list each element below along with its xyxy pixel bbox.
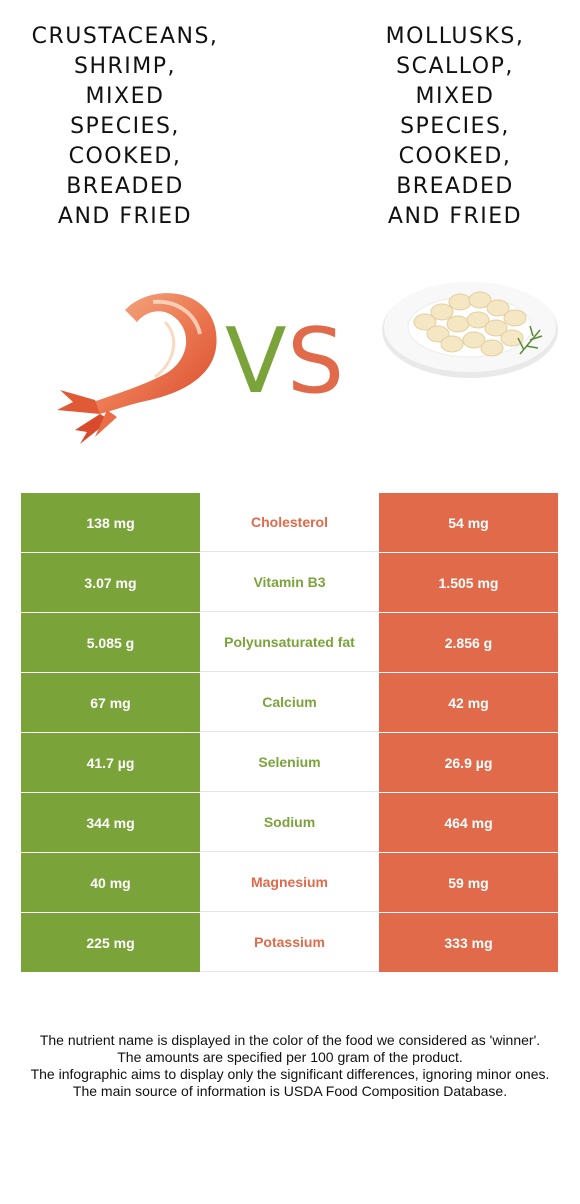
- title-line: Crustaceans,: [31, 24, 219, 49]
- title-line: mixed: [85, 84, 165, 109]
- title-line: and fried: [387, 204, 523, 229]
- title-line: cooked,: [68, 144, 182, 169]
- versus-s: S: [287, 309, 345, 414]
- left-value-cell: 5.085 g: [21, 613, 200, 672]
- scallops-plate-image: [382, 282, 558, 378]
- nutrient-name-cell: Vitamin B3: [200, 553, 379, 612]
- nutrient-name-cell: Selenium: [200, 733, 379, 792]
- comparison-table: 138 mg Cholesterol 54 mg 3.07 mg Vitamin B3 1…: [21, 493, 558, 973]
- left-value-cell: 40 mg: [21, 853, 200, 912]
- left-value-cell: 225 mg: [21, 913, 200, 972]
- table-row: 225 mg Potassium 333 mg: [21, 913, 558, 973]
- right-value-cell: 26.9 µg: [379, 733, 558, 792]
- title-line: species,: [400, 114, 510, 139]
- table-row: 67 mg Calcium 42 mg: [21, 673, 558, 733]
- right-value-cell: 59 mg: [379, 853, 558, 912]
- table-row: 138 mg Cholesterol 54 mg: [21, 493, 558, 553]
- nutrient-name-cell: Cholesterol: [200, 493, 379, 552]
- right-food-title: Mollusks, scallop, mixed species, cooked…: [340, 22, 570, 232]
- right-value-cell: 333 mg: [379, 913, 558, 972]
- right-value-cell: 42 mg: [379, 673, 558, 732]
- footnote: The infographic aims to display only the…: [30, 1066, 550, 1082]
- title-line: mixed: [415, 84, 495, 109]
- left-value-cell: 67 mg: [21, 673, 200, 732]
- title-line: shrimp,: [73, 54, 177, 79]
- table-row: 41.7 µg Selenium 26.9 µg: [21, 733, 558, 793]
- shrimp-image: [57, 293, 217, 444]
- left-value-cell: 41.7 µg: [21, 733, 200, 792]
- right-value-cell: 464 mg: [379, 793, 558, 852]
- title-line: cooked,: [398, 144, 512, 169]
- left-value-cell: 344 mg: [21, 793, 200, 852]
- versus-v: V: [225, 309, 287, 414]
- nutrient-name-cell: Magnesium: [200, 853, 379, 912]
- footnote: The main source of information is USDA F…: [72, 1083, 508, 1099]
- right-value-cell: 1.505 mg: [379, 553, 558, 612]
- table-row: 3.07 mg Vitamin B3 1.505 mg: [21, 553, 558, 613]
- footnote: The amounts are specified per 100 gram o…: [117, 1049, 463, 1065]
- right-value-cell: 2.856 g: [379, 613, 558, 672]
- title-line: breaded: [66, 174, 184, 199]
- title-line: species,: [70, 114, 180, 139]
- footnote: The nutrient name is displayed in the co…: [39, 1032, 541, 1048]
- nutrient-name-cell: Potassium: [200, 913, 379, 972]
- title-line: and fried: [57, 204, 193, 229]
- left-value-cell: 3.07 mg: [21, 553, 200, 612]
- table-row: 5.085 g Polyunsaturated fat 2.856 g: [21, 613, 558, 673]
- title-line: Mollusks,: [385, 24, 525, 49]
- nutrient-name-cell: Calcium: [200, 673, 379, 732]
- title-line: breaded: [396, 174, 514, 199]
- left-food-title: Crustaceans, shrimp, mixed species, cook…: [10, 22, 240, 232]
- nutrient-name-cell: Polyunsaturated fat: [200, 613, 379, 672]
- nutrient-name-cell: Sodium: [200, 793, 379, 852]
- versus-label: V S: [225, 312, 355, 412]
- left-value-cell: 138 mg: [21, 493, 200, 552]
- table-row: 344 mg Sodium 464 mg: [21, 793, 558, 853]
- right-value-cell: 54 mg: [379, 493, 558, 552]
- table-row: 40 mg Magnesium 59 mg: [21, 853, 558, 913]
- footnotes: The nutrient name is displayed in the co…: [20, 1032, 560, 1100]
- title-line: scallop,: [396, 54, 514, 79]
